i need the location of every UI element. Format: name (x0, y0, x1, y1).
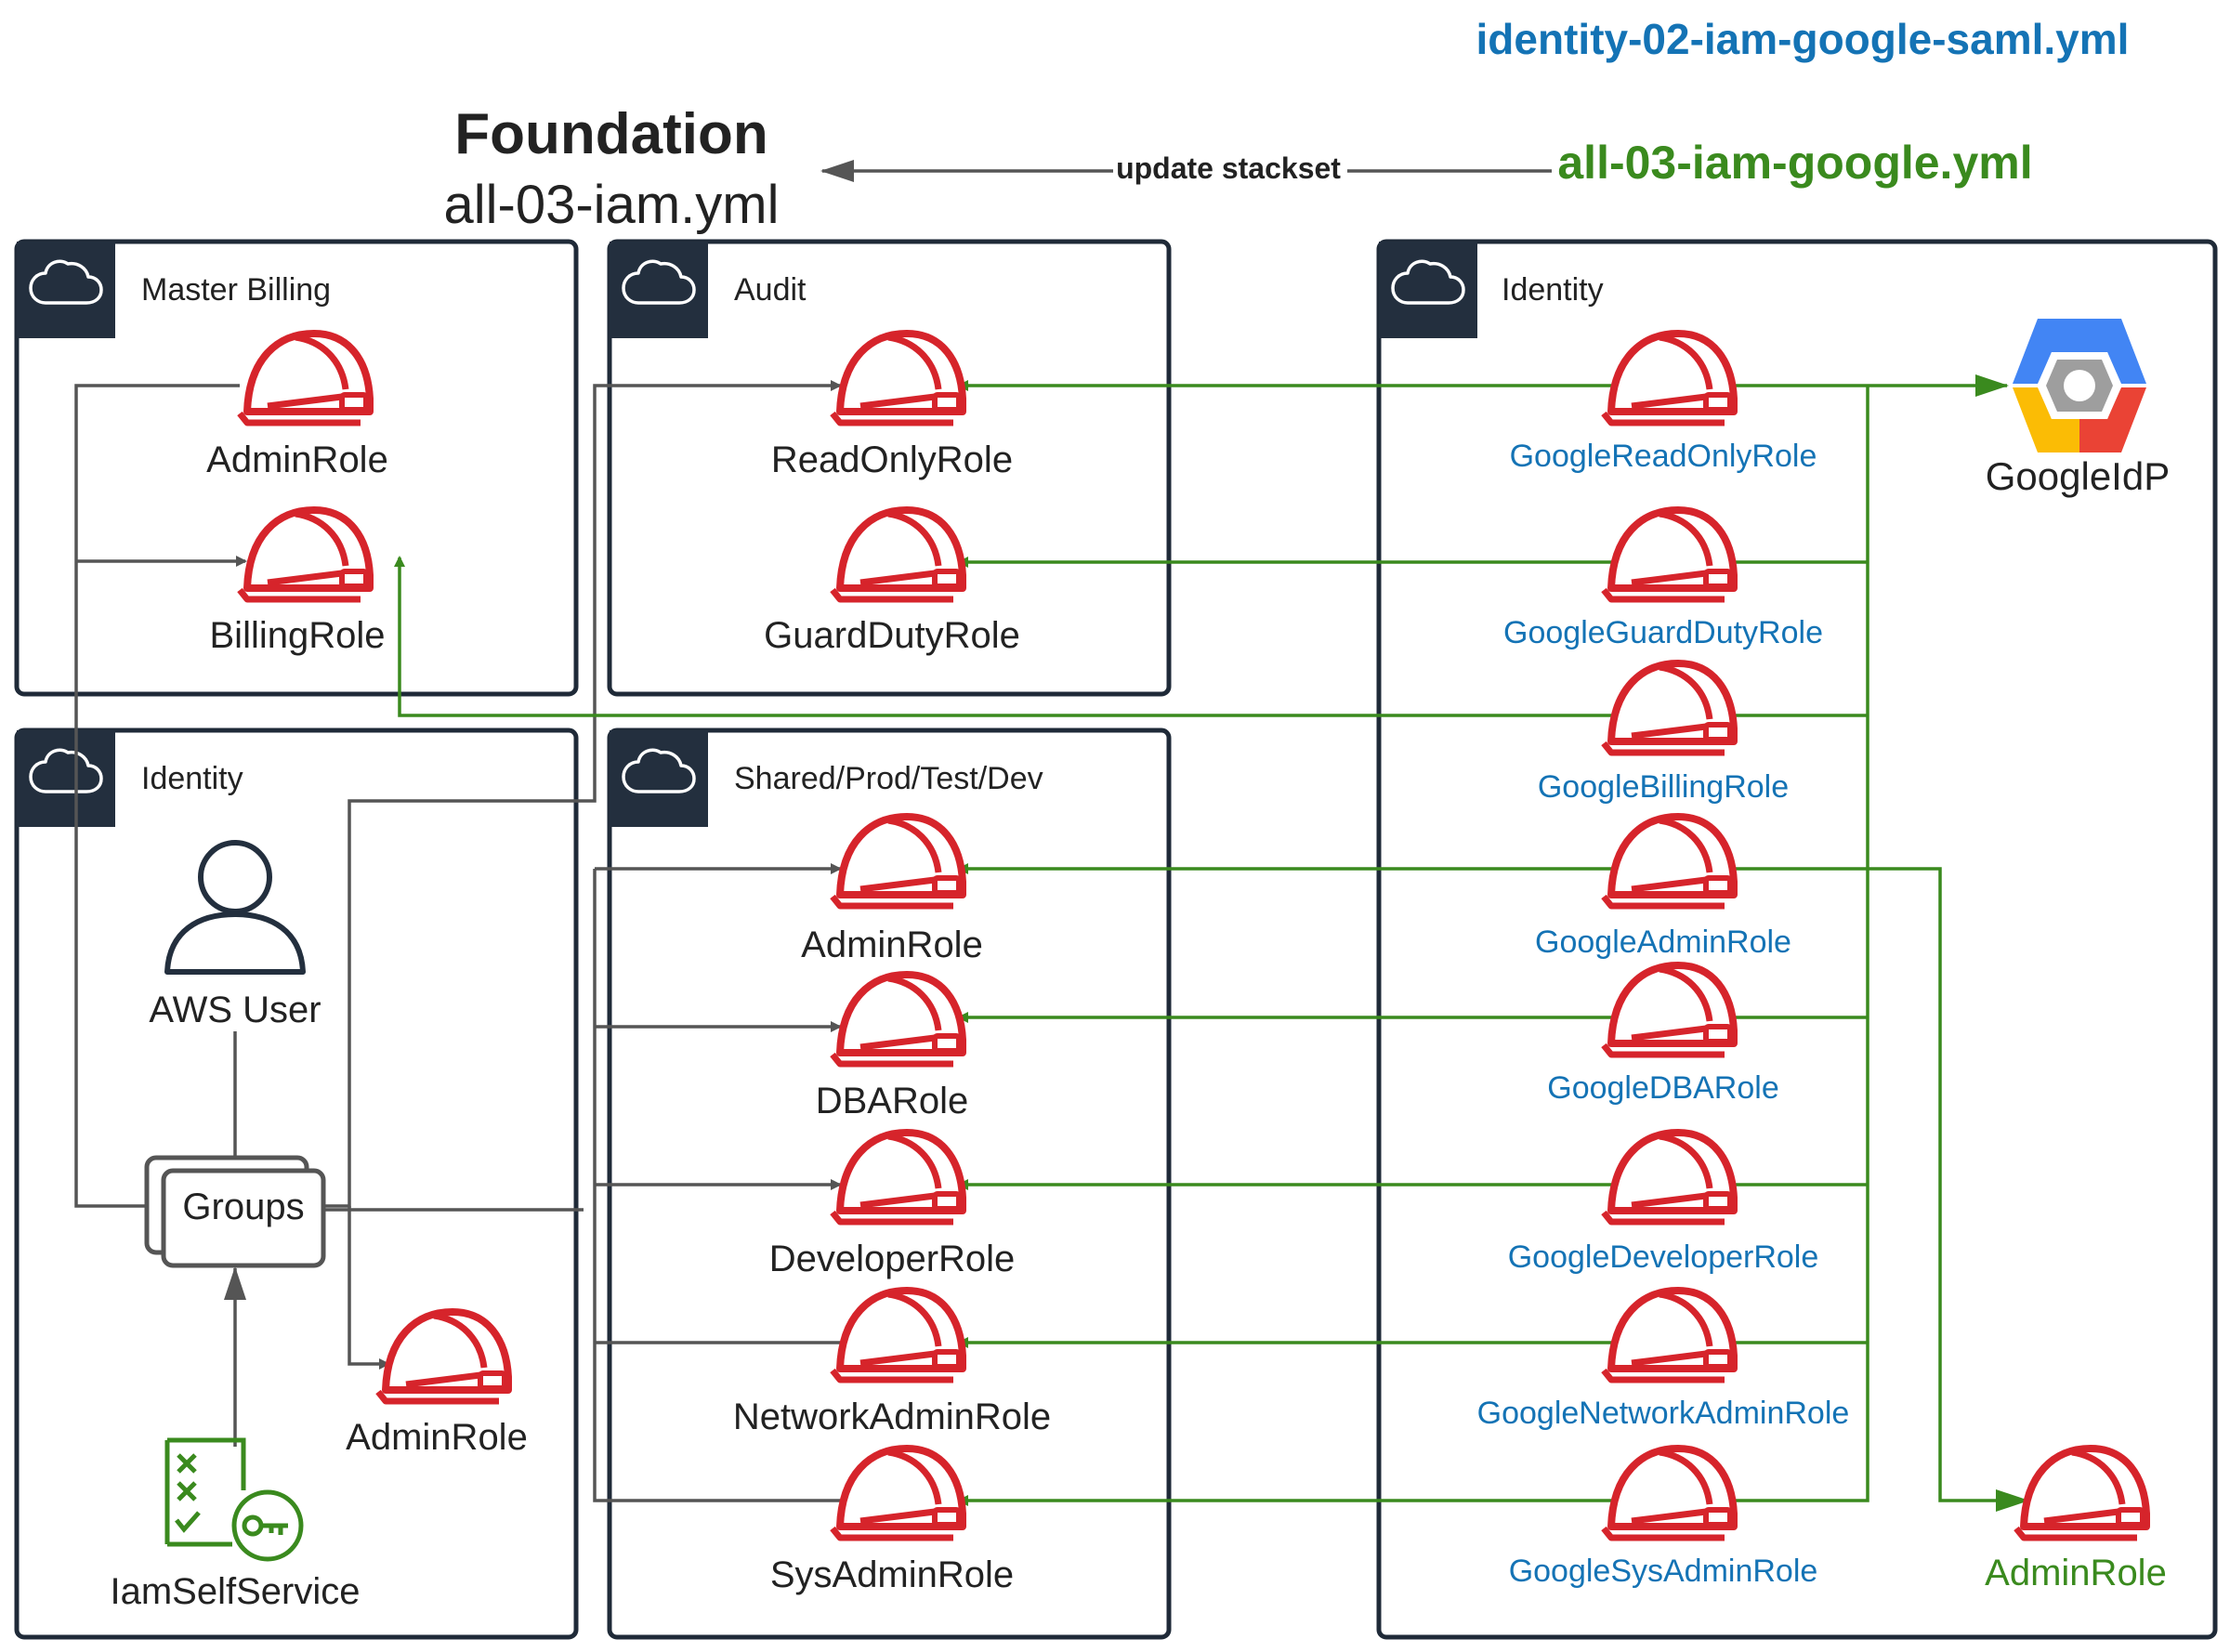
google-role-sysadmin: GoogleSysAdminRole (1509, 1449, 1818, 1589)
iam-role-icon (1604, 663, 1734, 753)
google-role-label: GoogleReadOnlyRole (1510, 439, 1817, 474)
role-label: ReadOnlyRole (771, 439, 1013, 480)
iam-role-icon (240, 334, 370, 423)
role-label: GuardDutyRole (764, 615, 1020, 656)
iam-role-icon (833, 510, 963, 599)
groups-label: Groups (182, 1187, 304, 1227)
role-workload-developer: DeveloperRole (769, 1133, 1016, 1279)
account-title: Shared/Prod/Test/Dev (734, 761, 1043, 796)
iam-role-icon (1604, 1133, 1734, 1222)
account-title: Audit (734, 272, 807, 308)
iam-self-service-icon (164, 1437, 304, 1562)
google-role-label: GoogleSysAdminRole (1509, 1554, 1818, 1589)
role-identity-admin: AdminRole (346, 1312, 528, 1458)
iam-role-icon (240, 510, 370, 599)
iam-role-icon (1604, 965, 1734, 1055)
iam-role-icon (1604, 510, 1734, 599)
google-template-file: all-03-iam-google.yml (1557, 137, 2032, 189)
role-identity-right-admin: AdminRole (1985, 1449, 2167, 1593)
google-role-dba: GoogleDBARole (1547, 965, 1779, 1106)
role-label: NetworkAdminRole (733, 1396, 1051, 1437)
role-workload-dba: DBARole (816, 975, 969, 1121)
role-workload-admin: AdminRole (801, 817, 983, 965)
google-role-networkadmin: GoogleNetworkAdminRole (1477, 1291, 1850, 1431)
iam-role-icon (378, 1312, 508, 1401)
update-stackset-label: update stackset (1116, 151, 1341, 185)
account-title: Identity (141, 761, 243, 796)
google-role-label: GoogleDBARole (1547, 1070, 1778, 1106)
iam-role-icon (833, 1291, 963, 1380)
role-label: DBARole (816, 1081, 969, 1121)
role-workload-networkadmin: NetworkAdminRole (733, 1291, 1051, 1437)
google-idp: GoogleIdP (1986, 319, 2170, 498)
account-title: Master Billing (141, 272, 331, 308)
aws-user: AWS User (139, 840, 331, 1031)
foundation-file: all-03-iam.yml (444, 175, 780, 235)
role-label: DeveloperRole (769, 1239, 1016, 1279)
google-cloud-icon (2013, 319, 2146, 452)
user-label: AWS User (149, 990, 321, 1030)
role-label: AdminRole (346, 1417, 528, 1458)
iam-role-icon (833, 334, 963, 423)
iam-role-icon (1604, 334, 1734, 423)
google-role-label: GoogleAdminRole (1535, 924, 1791, 960)
google-role-label: GoogleGuardDutyRole (1503, 615, 1823, 650)
role-audit-readonly: ReadOnlyRole (771, 334, 1013, 480)
foundation-title: Foundation (454, 102, 767, 166)
google-role-readonly: GoogleReadOnlyRole (1510, 334, 1817, 474)
iam-role-icon (833, 1449, 963, 1538)
groups: Groups (144, 1155, 326, 1268)
google-role-guardduty: GoogleGuardDutyRole (1503, 510, 1823, 650)
role-label: AdminRole (206, 439, 388, 480)
google-role-label: GoogleNetworkAdminRole (1477, 1396, 1850, 1431)
iam-self-service: IamSelfService (111, 1437, 361, 1612)
self-service-label: IamSelfService (111, 1571, 361, 1612)
google-trust-links (394, 374, 2029, 1512)
account-audit: Audit (607, 239, 1172, 697)
iam-role-icon (833, 817, 963, 906)
iam-role-icon (1604, 1449, 1734, 1538)
account-master-billing: Master Billing (14, 239, 579, 697)
role-audit-guardduty: GuardDutyRole (764, 510, 1020, 656)
google-role-developer: GoogleDeveloperRole (1508, 1133, 1819, 1275)
group-assignments (74, 380, 842, 1502)
account-identity-right: Identity (1376, 239, 2218, 1640)
account-title: Identity (1502, 272, 1604, 308)
google-role-admin: GoogleAdminRole (1535, 817, 1791, 960)
saml-template-file: identity-02-iam-google-saml.yml (1476, 15, 2130, 63)
iam-role-icon (833, 1133, 963, 1222)
role-workload-sysadmin: SysAdminRole (770, 1449, 1014, 1595)
role-label: BillingRole (210, 615, 386, 656)
iam-role-icon (2016, 1449, 2146, 1538)
role-label: SysAdminRole (770, 1554, 1014, 1595)
role-label: AdminRole (801, 924, 983, 965)
role-master-admin: AdminRole (206, 334, 388, 480)
role-master-billing: BillingRole (210, 510, 386, 656)
google-role-label: GoogleDeveloperRole (1508, 1239, 1819, 1275)
idp-label: GoogleIdP (1986, 454, 2170, 498)
google-role-label: GoogleBillingRole (1538, 769, 1789, 805)
user-icon (164, 840, 306, 975)
role-label: AdminRole (1985, 1553, 2167, 1593)
iam-role-icon (833, 975, 963, 1064)
iam-role-icon (1604, 817, 1734, 906)
google-role-billing: GoogleBillingRole (1538, 663, 1789, 805)
account-identity-left: Identity (14, 728, 579, 1640)
iam-role-icon (1604, 1291, 1734, 1380)
